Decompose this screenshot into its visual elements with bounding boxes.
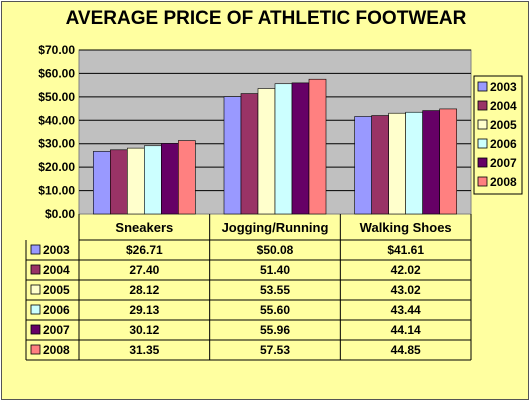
bar-2004	[371, 115, 389, 215]
bar-2003	[223, 96, 242, 215]
bar-2008	[178, 140, 196, 215]
bar-2007	[291, 82, 310, 215]
y-tick-label: $60.00	[38, 66, 75, 80]
data-label: 51.40	[260, 263, 290, 277]
bar-2004	[240, 93, 259, 215]
table-series-label: 2006	[43, 303, 70, 317]
data-label: 55.60	[260, 303, 290, 317]
data-label: 44.85	[391, 343, 421, 357]
legend-key	[477, 100, 488, 111]
table-series-label: 2007	[43, 323, 70, 337]
table-legend-key	[30, 344, 41, 355]
bar-2005	[127, 147, 145, 215]
bar-2008	[308, 78, 327, 215]
bar-2006	[274, 83, 293, 215]
data-label: 43.02	[391, 283, 421, 297]
data-label: 27.40	[129, 263, 159, 277]
bar-2007	[422, 110, 440, 215]
legend-label: 2007	[490, 156, 517, 170]
data-label: 30.12	[129, 323, 159, 337]
data-label: 55.96	[260, 323, 290, 337]
bar-2005	[257, 88, 276, 215]
table-series-label: 2003	[43, 243, 70, 257]
legend-label: 2004	[490, 99, 517, 113]
table-legend-key	[30, 304, 41, 315]
data-label: 57.53	[260, 343, 290, 357]
table-series-label: 2005	[43, 283, 70, 297]
data-label: 44.14	[391, 323, 421, 337]
table-legend-key	[30, 284, 41, 295]
table-legend-key	[30, 324, 41, 335]
data-label: 29.13	[129, 303, 159, 317]
y-tick-label: $40.00	[38, 113, 75, 127]
bar-2005	[388, 112, 406, 215]
y-tick-label: $50.00	[38, 90, 75, 104]
y-tick-label: $10.00	[38, 184, 75, 198]
table-legend-key	[30, 264, 41, 275]
legend-key	[477, 81, 488, 92]
data-label: $50.08	[257, 243, 294, 257]
legend-label: 2006	[490, 137, 517, 151]
table-series-label: 2008	[43, 343, 70, 357]
bar-2003	[354, 116, 372, 215]
data-label: 31.35	[129, 343, 159, 357]
legend-key	[477, 157, 488, 168]
category-label: Sneakers	[115, 220, 173, 235]
category-label: Jogging/Running	[222, 220, 329, 235]
data-label: 53.55	[260, 283, 290, 297]
bar-2006	[144, 145, 162, 215]
legend-label: 2008	[490, 175, 517, 189]
data-label: 43.44	[391, 303, 421, 317]
bar-2003	[93, 151, 111, 215]
table-legend-key	[30, 244, 41, 255]
data-label: $41.61	[387, 243, 424, 257]
legend-key	[477, 119, 488, 130]
y-tick-label: $70.00	[38, 43, 75, 57]
data-label: 28.12	[129, 283, 159, 297]
data-label: $26.71	[126, 243, 163, 257]
bar-2004	[110, 149, 128, 215]
y-tick-label: $0.00	[45, 207, 75, 221]
y-tick-label: $30.00	[38, 137, 75, 151]
bar-2006	[405, 111, 423, 215]
legend	[473, 75, 523, 195]
table-series-label: 2004	[43, 263, 70, 277]
bar-2008	[439, 108, 457, 215]
legend-key	[477, 176, 488, 187]
legend-label: 2003	[490, 80, 517, 94]
data-label: 42.02	[391, 263, 421, 277]
y-tick-label: $20.00	[38, 160, 75, 174]
chart-title: AVERAGE PRICE OF ATHLETIC FOOTWEAR	[65, 8, 467, 29]
bar-2007	[161, 143, 179, 215]
legend-key	[477, 138, 488, 149]
category-label: Walking Shoes	[360, 220, 452, 235]
legend-label: 2005	[490, 118, 517, 132]
